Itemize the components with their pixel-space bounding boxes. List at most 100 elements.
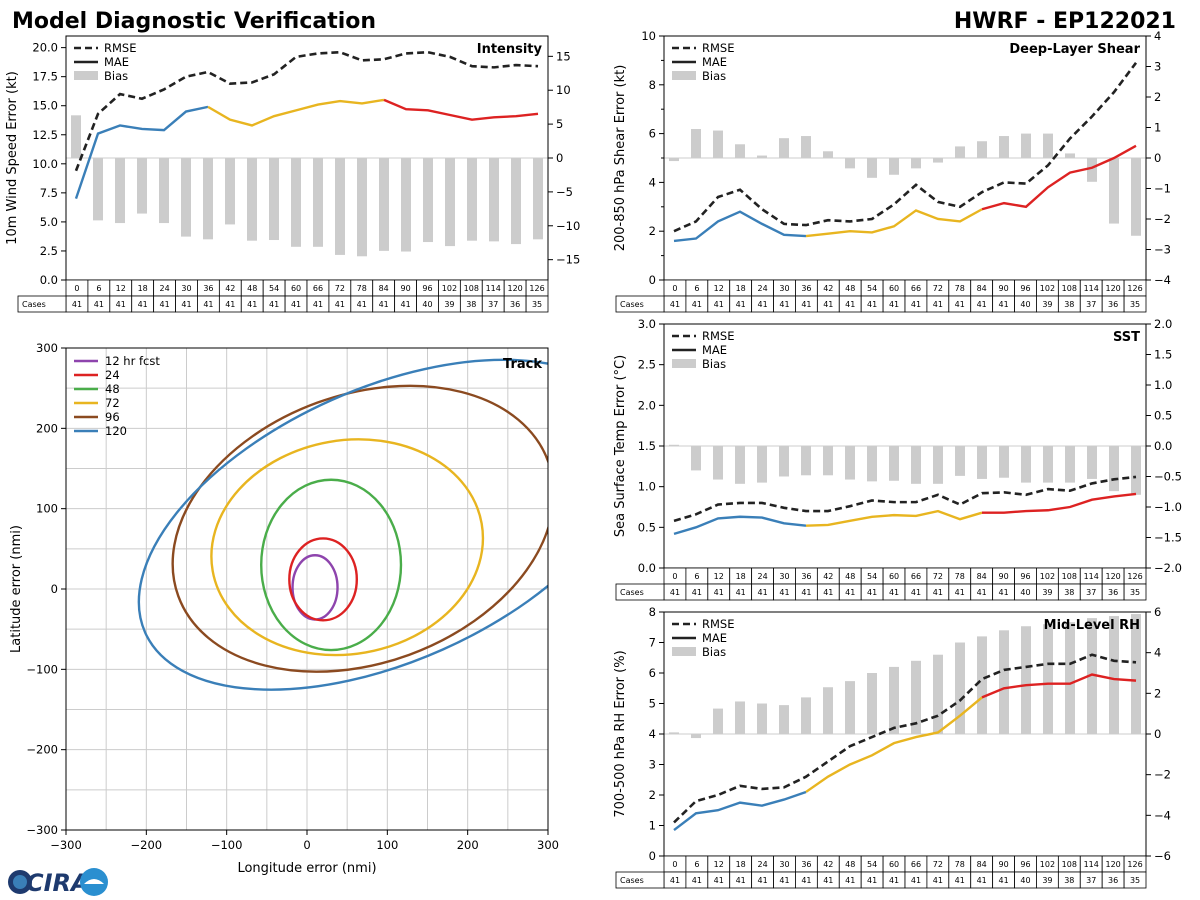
hour-label: 66: [911, 860, 921, 869]
legend-bias-swatch: [672, 71, 696, 80]
cases-label-cell: [17, 295, 67, 313]
y-tick-label: 300: [36, 341, 58, 355]
case-count: 41: [911, 588, 921, 597]
hour-label: 114: [1084, 572, 1099, 581]
case-cell: [1123, 583, 1147, 601]
case-count: 41: [714, 588, 724, 597]
hour-label: 24: [757, 572, 767, 581]
bias-bar: [911, 158, 921, 169]
case-count: 41: [757, 588, 767, 597]
bias-bar: [735, 144, 745, 158]
bias-bar: [1065, 622, 1075, 734]
hour-label: 96: [1020, 572, 1030, 581]
y-tick-label: 0: [649, 273, 656, 287]
case-count: 41: [955, 876, 965, 885]
case-count: 41: [138, 300, 148, 309]
case-count: 41: [933, 300, 943, 309]
y-axis-label: Sea Surface Temp Error (°C): [613, 355, 628, 537]
hour-label: 6: [694, 284, 699, 293]
case-count: 41: [867, 876, 877, 885]
bias-bar: [977, 636, 987, 734]
y-tick-label: 6: [649, 127, 656, 141]
hour-label: 6: [694, 860, 699, 869]
cira-logo: CIRA: [8, 868, 108, 897]
bias-bar: [669, 732, 679, 734]
case-count: 36: [1108, 300, 1118, 309]
legend-rmse-label: RMSE: [702, 41, 734, 55]
bias-bar: [1021, 626, 1031, 734]
bias-bar: [867, 673, 877, 734]
y-tick-label: 10.0: [32, 157, 58, 171]
hour-label: 0: [74, 284, 79, 293]
y-tick-label: 200: [36, 421, 58, 435]
y-tick-label: 5: [649, 697, 656, 711]
hour-label: 12: [714, 572, 724, 581]
mae-line-segment: [74, 105, 209, 200]
hour-label: 120: [507, 284, 522, 293]
bias-bar: [801, 697, 811, 734]
hour-label: 24: [159, 284, 169, 293]
hour-label: 18: [736, 860, 746, 869]
case-count: 36: [1108, 588, 1118, 597]
x-tick-label: 0: [303, 838, 310, 852]
mae-line-segment: [207, 98, 385, 127]
case-count: 41: [889, 876, 899, 885]
case-count: 41: [736, 588, 746, 597]
bias-bar: [1131, 446, 1141, 495]
x-tick-label: 300: [537, 838, 559, 852]
hour-label: 126: [1127, 284, 1142, 293]
bias-bar: [93, 158, 103, 221]
bias-bar: [735, 446, 745, 484]
bias-bar: [823, 151, 833, 158]
case-count: 41: [269, 300, 279, 309]
hour-label: 48: [845, 860, 855, 869]
hour-label: 78: [955, 572, 965, 581]
case-cell: [525, 295, 549, 313]
bias-bar: [115, 158, 125, 224]
bias-bar: [933, 158, 943, 163]
y2-tick-label: 6: [1154, 605, 1161, 619]
legend-bias-swatch: [74, 71, 98, 80]
case-count: 41: [801, 588, 811, 597]
mae-line-segment: [673, 790, 807, 832]
bias-bar: [757, 703, 767, 734]
legend-rmse-label: RMSE: [702, 329, 734, 343]
mae-line-segment: [805, 208, 983, 238]
y-axis-label: Latitude error (nmi): [9, 525, 24, 653]
bias-bar: [977, 446, 987, 479]
rmse-line: [74, 50, 539, 172]
bias-bar: [933, 446, 943, 484]
hour-label: 54: [867, 860, 877, 869]
hour-label: 18: [736, 572, 746, 581]
bias-bar: [291, 158, 301, 247]
y2-tick-label: 2: [1154, 90, 1161, 104]
case-count: 40: [422, 300, 432, 309]
cases-label-cell: [615, 871, 665, 889]
case-count: 41: [867, 588, 877, 597]
track-legend-label: 12 hr fcst: [105, 354, 160, 368]
bias-bar: [669, 444, 679, 446]
bias-bar: [269, 158, 279, 241]
bias-bar: [911, 446, 921, 484]
case-count: 40: [1020, 588, 1030, 597]
y-tick-label: 8: [649, 78, 656, 92]
bias-bar: [511, 158, 521, 245]
model-storm-label: HWRF - EP122021: [954, 9, 1176, 34]
hour-label: 78: [955, 284, 965, 293]
hour-label: 48: [247, 284, 257, 293]
logo-text: CIRA: [26, 869, 90, 897]
rmse-line: [673, 653, 1137, 824]
case-count: 41: [955, 588, 965, 597]
track-panel: −300−300 −200 −200 −100 −100 0 0 100 100 200 200 30…: [9, 341, 559, 876]
hour-label: 30: [779, 284, 789, 293]
hour-label: 102: [1040, 572, 1055, 581]
case-count: 38: [1064, 876, 1074, 885]
case-count: 41: [779, 300, 789, 309]
case-count: 41: [72, 300, 82, 309]
y2-tick-label: 3: [1154, 60, 1161, 74]
case-count: 36: [1108, 876, 1118, 885]
y-tick-label: 0.5: [638, 520, 656, 534]
hour-label: 126: [1127, 572, 1142, 581]
case-count: 41: [736, 300, 746, 309]
bias-bar: [889, 446, 899, 481]
